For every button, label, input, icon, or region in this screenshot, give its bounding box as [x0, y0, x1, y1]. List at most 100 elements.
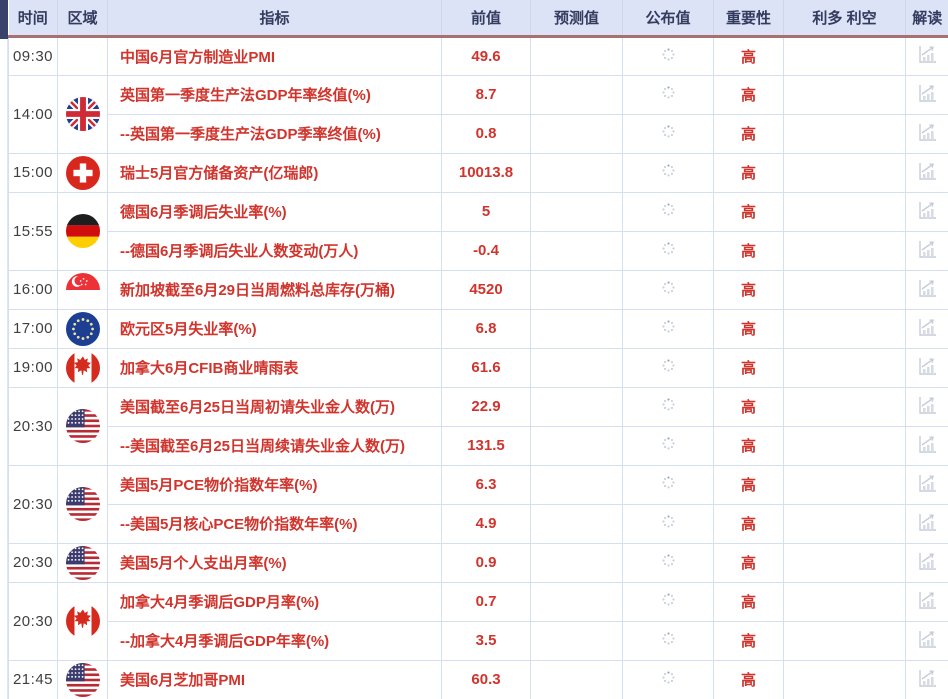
loading-spinner-icon — [661, 124, 676, 139]
analysis-cell — [905, 35, 948, 76]
analysis-chart-icon[interactable] — [917, 395, 938, 415]
time-cell: 14:00 — [8, 74, 58, 154]
forecast-value — [530, 230, 623, 271]
analysis-chart-icon[interactable] — [917, 278, 938, 298]
indicator-link[interactable]: 美国5月个人支出月率(%) — [120, 555, 287, 572]
published-value — [622, 347, 714, 388]
loading-spinner-icon — [661, 319, 676, 334]
indicator-link[interactable]: 中国6月官方制造业PMI — [120, 48, 276, 66]
flag-singapore-icon — [65, 272, 100, 307]
analysis-cell — [905, 191, 948, 232]
table-row: 20:30 美国5月PCE物价指数年率(%) 6.3 高 — [8, 464, 948, 544]
region-cell — [57, 269, 108, 310]
flag-germany-icon — [65, 214, 100, 248]
bull-bear-value — [783, 659, 906, 699]
published-value — [622, 659, 714, 699]
flag-usa-icon — [65, 662, 100, 697]
forecast-value — [530, 269, 623, 310]
col-header-indicator: 指标 — [107, 0, 442, 38]
analysis-cell — [905, 113, 948, 154]
analysis-cell — [905, 581, 948, 622]
indicator-link[interactable]: 美国6月芝加哥PMI — [120, 672, 246, 689]
analysis-cell — [905, 230, 948, 271]
bull-bear-value — [783, 620, 906, 661]
indicator-link[interactable]: 新加坡截至6月29日当周燃料总库存(万桶) — [120, 282, 396, 299]
analysis-chart-icon[interactable] — [917, 512, 938, 532]
table-row: 16:00 新加坡截至6月29日当周燃料总库存(万桶) 4520 高 — [8, 269, 948, 310]
flag-switzerland-icon — [65, 155, 100, 190]
indicator-cell: 新加坡截至6月29日当周燃料总库存(万桶) — [107, 269, 442, 310]
analysis-chart-icon[interactable] — [917, 317, 938, 337]
forecast-value — [530, 308, 623, 349]
indicator-link[interactable]: --美国5月核心PCE物价指数年率(%) — [120, 516, 358, 533]
indicator-link[interactable]: --美国截至6月25日当周续请失业金人数(万) — [120, 438, 406, 455]
calendar-table-body: 09:30 中国6月官方制造业PMI 49.6 高 14:00 英国第一季度生产法GD… — [8, 35, 948, 699]
importance-badge: 高 — [713, 386, 784, 427]
indicator-link[interactable]: 美国截至6月25日当周初请失业金人数(万) — [120, 399, 396, 416]
time-cell: 20:30 — [8, 386, 58, 466]
analysis-chart-icon[interactable] — [917, 551, 938, 571]
analysis-chart-icon[interactable] — [917, 122, 938, 142]
flag-canada-icon — [65, 604, 100, 638]
indicator-link[interactable]: --英国第一季度生产法GDP季率终值(%) — [120, 126, 381, 143]
loading-spinner-icon — [661, 85, 676, 100]
economic-calendar-table: 时间 区域 指标 前值 预测值 公布值 重要性 利多 利空 解读 09:30 中国… — [8, 0, 948, 699]
analysis-chart-icon[interactable] — [917, 239, 938, 259]
analysis-chart-icon[interactable] — [917, 83, 938, 103]
bull-bear-value — [783, 113, 906, 154]
col-header-published: 公布值 — [622, 0, 714, 38]
forecast-value — [530, 35, 623, 76]
analysis-chart-icon[interactable] — [917, 161, 938, 181]
table-row: 09:30 中国6月官方制造业PMI 49.6 高 — [8, 35, 948, 76]
forecast-value — [530, 425, 623, 466]
time-cell: 21:45 — [8, 659, 58, 699]
table-row: 17:00 欧元区5月失业率(%) 6.8 高 — [8, 308, 948, 349]
flag-usa-icon — [65, 487, 100, 521]
analysis-chart-icon[interactable] — [917, 473, 938, 493]
indicator-cell: 德国6月季调后失业率(%) — [107, 191, 442, 232]
previous-value: 3.5 — [441, 620, 531, 661]
indicator-link[interactable]: 加拿大6月CFIB商业晴雨表 — [120, 360, 299, 377]
importance-badge: 高 — [713, 425, 784, 466]
published-value — [622, 152, 714, 193]
previous-value: 6.8 — [441, 308, 531, 349]
previous-value: 5 — [441, 191, 531, 232]
previous-value: 8.7 — [441, 74, 531, 115]
indicator-link[interactable]: --加拿大4月季调后GDP年率(%) — [120, 633, 330, 650]
importance-badge: 高 — [713, 269, 784, 310]
indicator-link[interactable]: 瑞士5月官方储备资产(亿瑞郎) — [120, 165, 319, 182]
table-row: --加拿大4月季调后GDP年率(%) 3.5 高 — [9, 620, 948, 661]
previous-value: 49.6 — [441, 35, 531, 76]
region-cell — [57, 74, 108, 154]
flag-canada-icon — [65, 350, 100, 385]
previous-value: 6.3 — [441, 464, 531, 505]
importance-badge: 高 — [713, 542, 784, 583]
importance-badge: 高 — [713, 659, 784, 699]
forecast-value — [530, 347, 623, 388]
indicator-link[interactable]: 加拿大4月季调后GDP月率(%) — [120, 594, 320, 611]
published-value — [622, 503, 714, 544]
published-value — [622, 230, 714, 271]
indicator-link[interactable]: 美国5月PCE物价指数年率(%) — [120, 477, 318, 494]
analysis-cell — [905, 659, 948, 699]
indicator-cell: 加拿大6月CFIB商业晴雨表 — [107, 347, 442, 388]
table-row: --美国5月核心PCE物价指数年率(%) 4.9 高 — [9, 503, 948, 544]
analysis-chart-icon[interactable] — [917, 44, 938, 64]
analysis-chart-icon[interactable] — [917, 590, 938, 610]
analysis-chart-icon[interactable] — [917, 200, 938, 220]
indicator-link[interactable]: 英国第一季度生产法GDP年率终值(%) — [120, 87, 371, 104]
table-row: 21:45 美国6月芝加哥PMI 60.3 高 — [8, 659, 948, 699]
indicator-link[interactable]: 德国6月季调后失业率(%) — [120, 204, 287, 221]
indicator-cell: 加拿大4月季调后GDP月率(%) — [107, 581, 442, 622]
analysis-chart-icon[interactable] — [917, 668, 938, 688]
table-row: --英国第一季度生产法GDP季率终值(%) 0.8 高 — [9, 113, 948, 154]
analysis-chart-icon[interactable] — [917, 434, 938, 454]
analysis-chart-icon[interactable] — [917, 356, 938, 376]
published-value — [622, 269, 714, 310]
loading-spinner-icon — [661, 631, 676, 646]
analysis-chart-icon[interactable] — [917, 629, 938, 649]
table-row: 20:30 加拿大4月季调后GDP月率(%) 0.7 高 — [8, 581, 948, 661]
time-cell: 20:30 — [8, 464, 58, 544]
indicator-link[interactable]: 欧元区5月失业率(%) — [120, 321, 257, 338]
indicator-link[interactable]: --德国6月季调后失业人数变动(万人) — [120, 243, 359, 260]
